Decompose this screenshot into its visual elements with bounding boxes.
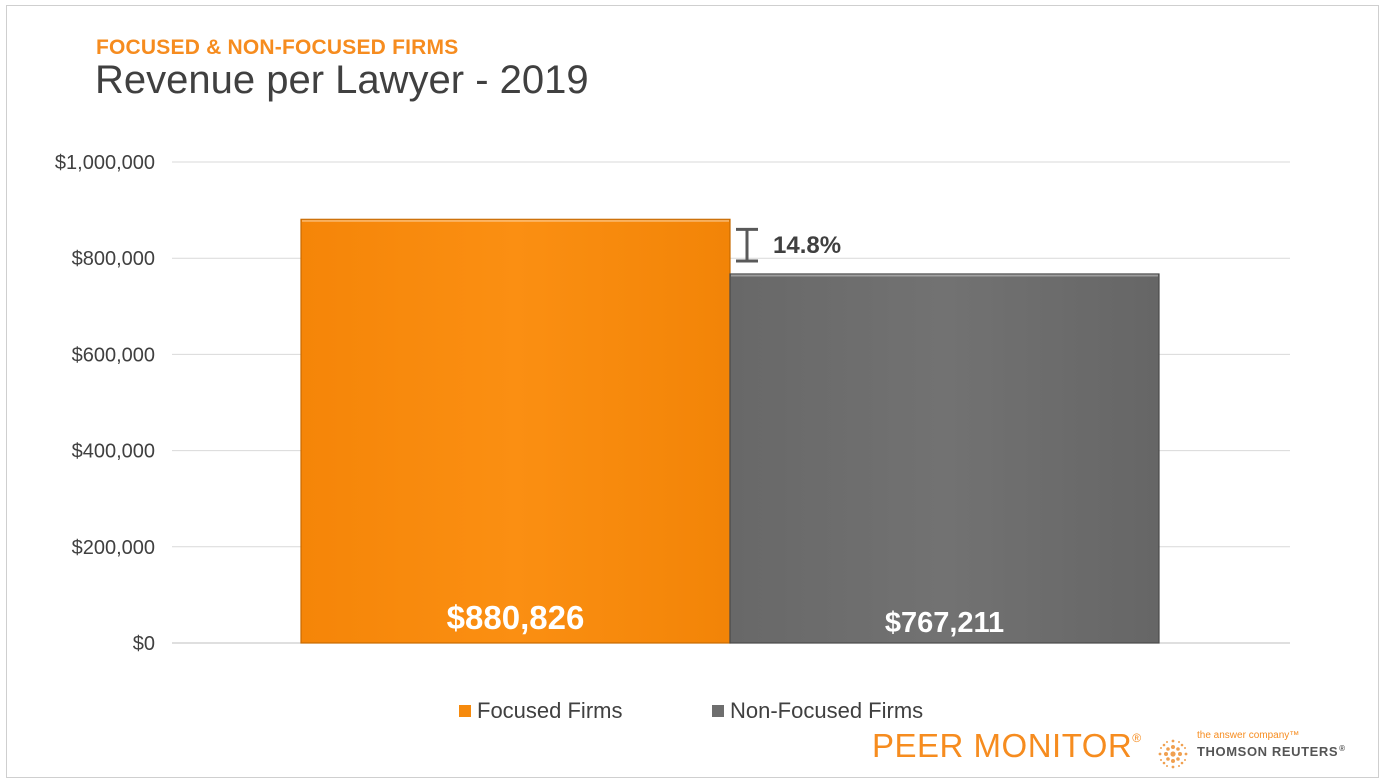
bar-1 xyxy=(729,273,1160,644)
bar-0 xyxy=(300,218,731,644)
legend-item-focused: Focused Firms xyxy=(459,698,622,724)
chart-subtitle: FOCUSED & NON-FOCUSED FIRMS xyxy=(96,36,459,59)
thomson-reuters-dot-logo-icon xyxy=(1158,739,1188,769)
y-tick-label: $200,000 xyxy=(72,537,155,559)
y-tick-label: $800,000 xyxy=(72,248,155,270)
y-tick-label: $1,000,000 xyxy=(55,152,155,174)
legend-item-non-focused: Non-Focused Firms xyxy=(712,698,923,724)
thomson-reuters-logo-text: THOMSON REUTERS xyxy=(1197,744,1339,759)
data-label-0: $880,826 xyxy=(447,599,585,636)
legend-swatch-non-focused xyxy=(712,705,724,717)
legend-label-focused: Focused Firms xyxy=(477,698,623,723)
peer-monitor-logo-text: PEER MONITOR xyxy=(872,727,1133,764)
legend-label-non-focused: Non-Focused Firms xyxy=(730,698,924,723)
tr-tagline: the answer company™ xyxy=(1197,730,1300,741)
thomson-reuters-logo: THOMSON REUTERS® xyxy=(1197,744,1346,759)
registered-mark: ® xyxy=(1132,731,1142,745)
peer-monitor-logo: PEER MONITOR® xyxy=(872,727,1142,765)
y-tick-label: $0 xyxy=(133,633,155,655)
bar-chart: $0 $200,000 $400,000 $600,000 $800,000 $1,000… xyxy=(55,152,1290,655)
y-tick-label: $400,000 xyxy=(72,441,155,463)
chart-legend: Focused Firms Non-Focused Firms xyxy=(0,698,1386,726)
tr-registered-mark: ® xyxy=(1339,744,1346,753)
chart-title: Revenue per Lawyer - 2019 xyxy=(95,58,589,102)
legend-swatch-focused xyxy=(459,705,471,717)
y-tick-label: $600,000 xyxy=(72,344,155,366)
data-label-1: $767,211 xyxy=(885,607,1004,639)
difference-annotation: 14.8% xyxy=(773,232,841,259)
